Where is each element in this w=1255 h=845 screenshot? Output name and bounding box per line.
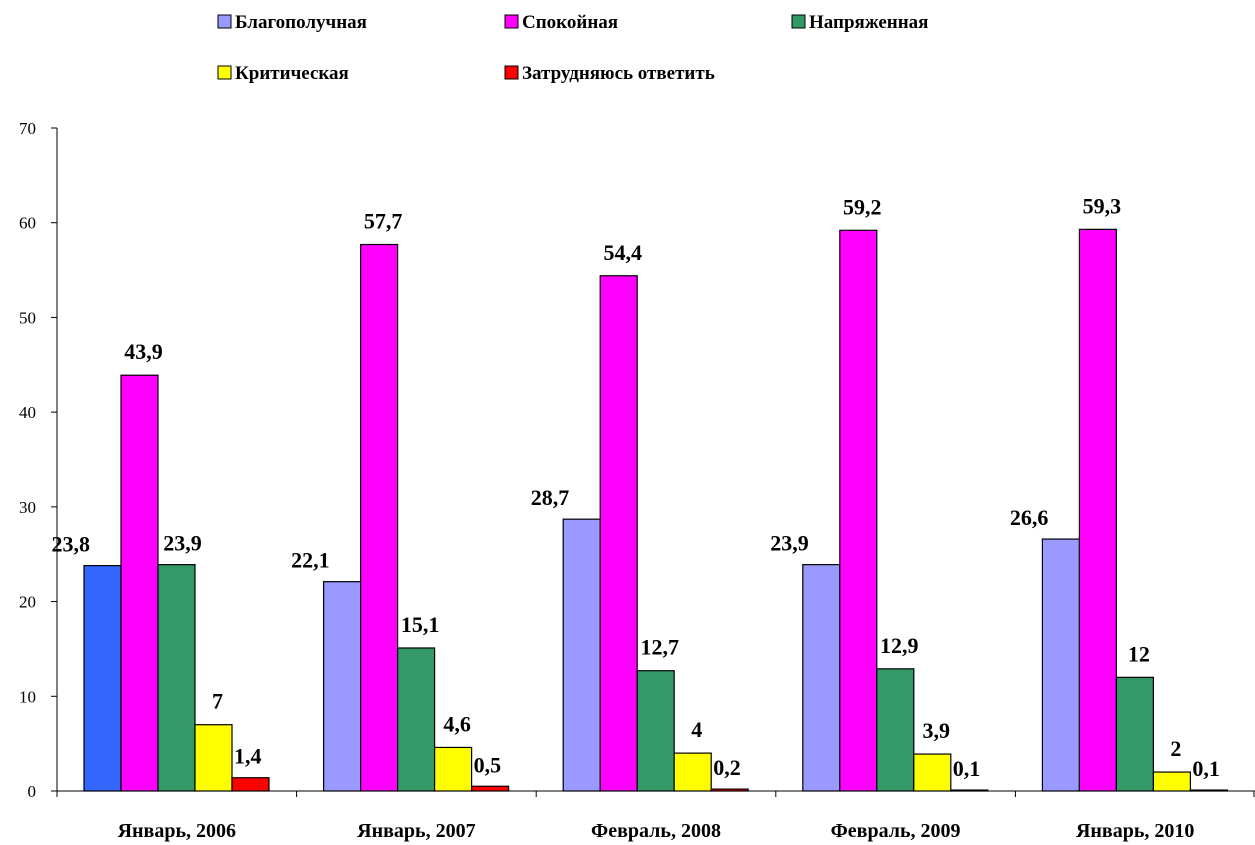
bar <box>876 668 915 792</box>
bar <box>802 564 841 792</box>
data-label: 4 <box>691 717 702 742</box>
bar <box>1041 538 1081 792</box>
legend-item: Спокойная <box>504 12 618 33</box>
data-label: 0,1 <box>1192 756 1220 781</box>
data-label: 0,1 <box>953 756 981 781</box>
data-label: 4,6 <box>443 711 471 736</box>
legend-item: Благополучная <box>217 12 367 33</box>
x-tick-label: Январь, 2010 <box>1076 820 1194 842</box>
bar <box>839 229 878 792</box>
data-label: 23,9 <box>163 531 202 556</box>
data-label: 2 <box>1170 736 1181 761</box>
y-tick-label: 0 <box>28 782 37 801</box>
legend-label: Напряженная <box>809 12 928 33</box>
bar <box>950 789 989 792</box>
legend-item: Напряженная <box>791 12 928 33</box>
y-axis: 0 10 20 30 40 50 60 70 <box>19 119 58 801</box>
data-label: 54,4 <box>603 240 642 265</box>
data-label: 12 <box>1128 641 1150 666</box>
x-axis: Январь, 2006 Январь, 2007 Февраль, 2008 Фев… <box>56 790 1255 842</box>
data-label: 1,4 <box>234 744 262 769</box>
data-label: 15,1 <box>401 612 440 637</box>
bar <box>1115 676 1155 792</box>
y-tick-label: 10 <box>19 687 36 706</box>
legend-swatch <box>504 65 519 80</box>
bar <box>1189 789 1229 792</box>
legend-swatch <box>504 14 519 29</box>
legend-label: Спокойная <box>522 12 618 33</box>
data-label: 0,2 <box>713 755 741 780</box>
bar <box>913 753 952 792</box>
legend-label: Благополучная <box>235 12 367 33</box>
x-tick-label: Январь, 2006 <box>118 820 236 842</box>
data-label: 12,7 <box>640 635 679 660</box>
data-label: 28,7 <box>531 485 570 510</box>
data-label: 59,2 <box>843 194 882 219</box>
bar <box>434 746 473 792</box>
data-label: 0,5 <box>474 752 502 777</box>
bar <box>636 670 675 792</box>
bar <box>673 752 712 792</box>
data-label: 59,3 <box>1083 193 1122 218</box>
data-label: 7 <box>212 689 223 714</box>
legend: Благополучная Спокойная Напряженная Критиче… <box>217 12 928 84</box>
bar <box>360 243 399 792</box>
y-tick-label: 60 <box>19 214 36 233</box>
bar <box>471 785 510 792</box>
y-tick-label: 70 <box>19 119 36 138</box>
bar <box>710 788 749 792</box>
legend-swatch <box>217 65 232 80</box>
bar <box>120 374 159 792</box>
data-label: 22,1 <box>291 548 330 573</box>
y-tick-label: 20 <box>19 593 36 612</box>
legend-swatch <box>791 14 806 29</box>
bar <box>599 275 638 792</box>
data-labels: 23,822,128,723,926,643,957,754,459,2 59,3… <box>52 193 1220 781</box>
bars <box>83 228 1229 792</box>
bar <box>1078 228 1118 792</box>
bar <box>397 647 436 792</box>
x-tick-label: Февраль, 2009 <box>831 820 961 842</box>
bar <box>231 777 270 792</box>
y-tick-label: 30 <box>19 498 36 517</box>
data-label: 57,7 <box>364 208 403 233</box>
data-label: 23,9 <box>770 531 809 556</box>
data-label: 12,9 <box>880 633 919 658</box>
x-tick-label: Январь, 2007 <box>357 820 475 842</box>
bar <box>323 581 362 792</box>
x-tick-label: Февраль, 2008 <box>591 820 721 842</box>
y-tick-label: 50 <box>19 308 36 327</box>
data-label: 23,8 <box>52 532 91 557</box>
y-tick-label: 40 <box>19 403 36 422</box>
data-label: 43,9 <box>124 339 163 364</box>
legend-swatch <box>217 14 232 29</box>
legend-label: Затрудняюсь ответить <box>522 63 715 84</box>
bar <box>1152 771 1192 792</box>
legend-item: Затрудняюсь ответить <box>504 63 715 84</box>
bar <box>157 564 196 792</box>
bar <box>83 564 122 792</box>
data-label: 3,9 <box>923 718 951 743</box>
bar <box>194 724 233 792</box>
bar <box>562 518 601 792</box>
legend-item: Критическая <box>217 63 349 84</box>
data-label: 26,6 <box>1010 505 1049 530</box>
legend-label: Критическая <box>235 63 349 84</box>
